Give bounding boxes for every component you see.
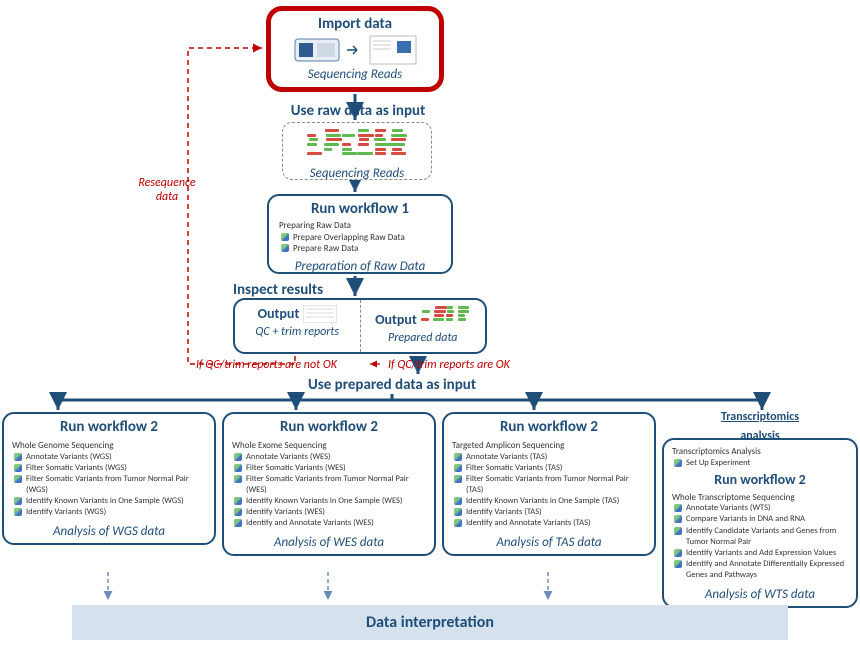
import-data-box: Import data Sequencing Reads <box>266 6 444 92</box>
resequence-label: Resequence data <box>132 176 202 204</box>
inspect-label: Inspect results <box>233 281 353 299</box>
wf1-title: Run workflow 1 <box>277 200 443 218</box>
import-title: Import data <box>279 15 431 33</box>
trans-extra: Transcriptomics Analysis Set Up Experime… <box>670 444 850 471</box>
import-sub: Sequencing Reads <box>279 67 431 82</box>
output-split: Output QC + trim reports Output Prepared… <box>233 298 487 354</box>
wf1-sub: Preparation of Raw Data <box>277 259 443 274</box>
wf2-wgs: Run workflow 2 Whole Genome SequencingAn… <box>2 412 216 545</box>
workflow1-box: Run workflow 1 Preparing Raw Data Prepar… <box>267 194 453 274</box>
wf2-tas: Run workflow 2 Targeted Amplicon Sequenc… <box>442 412 656 556</box>
wf2-wts: Transcriptomics Analysis Set Up Experime… <box>662 438 858 608</box>
report-icon <box>303 305 337 323</box>
wes-tree: Whole Exome SequencingAnnotate Variants … <box>230 438 428 531</box>
qc-bad-label: If QC/trim reports are not OK <box>196 358 366 372</box>
wts-tree: Whole Transcriptome SequencingAnnotate V… <box>670 490 850 583</box>
wf1-tree: Preparing Raw Data Prepare Overlapping R… <box>277 218 443 257</box>
wf2-wes: Run workflow 2 Whole Exome SequencingAnn… <box>222 412 436 556</box>
raw-data-box: Sequencing Reads <box>282 122 432 180</box>
reads-graphic <box>307 129 407 157</box>
tas-tree: Targeted Amplicon SequencingAnnotate Var… <box>450 438 648 531</box>
raw-input-label: Use raw data as input <box>278 102 438 120</box>
output-qc: Output QC + trim reports <box>235 300 360 352</box>
raw-sub: Sequencing Reads <box>291 166 423 181</box>
reads-small <box>420 306 470 322</box>
arrow-icon <box>347 45 363 55</box>
interpretation-bar: Data interpretation <box>72 605 788 640</box>
qc-good-label: If QC/trim reports are OK <box>388 358 558 372</box>
wgs-tree: Whole Genome SequencingAnnotate Variants… <box>10 438 208 520</box>
sequencer-icon <box>293 35 341 65</box>
screen-icon <box>369 35 417 65</box>
prepared-label: Use prepared data as input <box>282 376 502 394</box>
output-prepared: Output Prepared data <box>360 300 486 352</box>
